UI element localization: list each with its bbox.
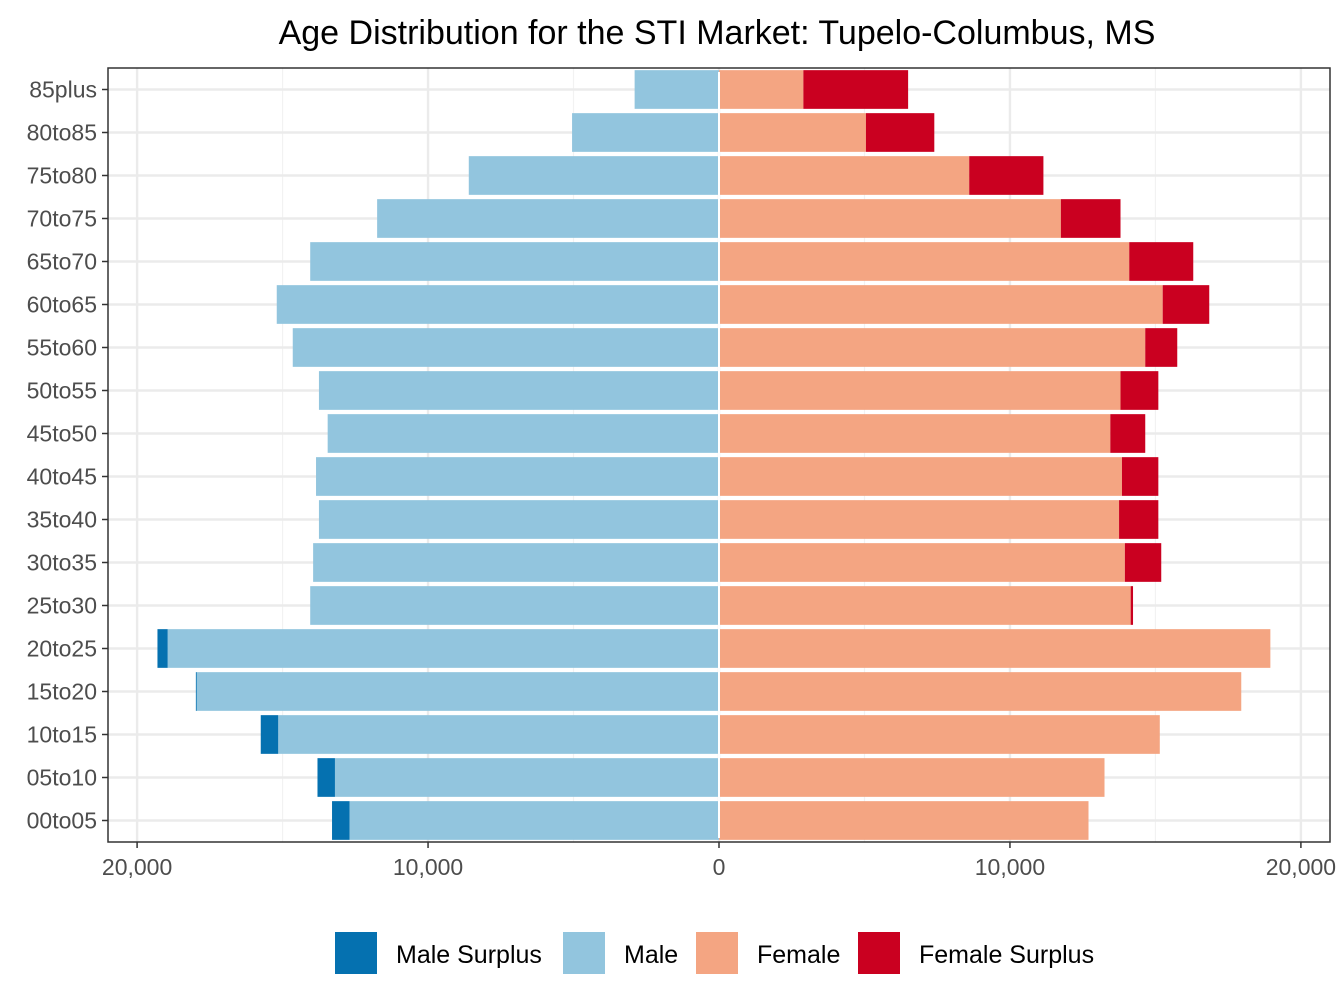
bar-female-60to65: [719, 285, 1163, 324]
bar-female-10to15: [719, 715, 1160, 754]
x-tick-label: 20,000: [102, 854, 172, 880]
bar-male-10to15: [278, 715, 719, 754]
bar-female-25to30: [719, 586, 1131, 625]
x-tick-label: 0: [713, 854, 726, 880]
bar-male-surplus-05to10: [317, 758, 335, 797]
bar-male-00to05: [349, 801, 719, 840]
y-axis: 00to05 05to10 10to15 15to20 20to25 25to30 30to…: [27, 77, 108, 834]
x-tick-label: 20,000: [1266, 854, 1336, 880]
legend-label-female: Female: [757, 941, 840, 969]
y-tick-label-75to80: 75to80: [27, 163, 97, 189]
bar-female-65to70: [719, 242, 1130, 281]
bar-female-surplus-65to70: [1129, 242, 1194, 281]
bar-female-surplus-85plus: [803, 70, 909, 109]
y-tick-label-85plus: 85plus: [29, 77, 97, 103]
bar-female-surplus-75to80: [969, 156, 1044, 195]
y-tick-label-40to45: 40to45: [27, 464, 97, 490]
bar-female-surplus-70to75: [1060, 199, 1121, 238]
y-tick-label-10to15: 10to15: [27, 722, 97, 748]
bar-male-05to10: [334, 758, 719, 797]
legend-key-male-surplus: [335, 932, 377, 974]
bar-male-25to30: [310, 586, 719, 625]
bar-female-surplus-45to50: [1110, 414, 1146, 453]
bar-male-20to25: [167, 629, 719, 668]
bar-female-surplus-40to45: [1121, 457, 1159, 496]
bar-male-85plus: [634, 70, 719, 109]
x-axis: 20,000 10,000 0 10,000 20,000: [102, 842, 1336, 880]
bar-male-80to85: [572, 113, 719, 152]
legend-label-female-surplus: Female Surplus: [919, 941, 1094, 969]
bar-male-surplus-00to05: [332, 801, 350, 840]
y-tick-label-55to60: 55to60: [27, 335, 97, 361]
bar-female-40to45: [719, 457, 1122, 496]
x-tick-label: 10,000: [393, 854, 463, 880]
bar-male-15to20: [196, 672, 719, 711]
bar-female-05to10: [719, 758, 1105, 797]
x-tick-label: 10,000: [975, 854, 1045, 880]
y-tick-label-00to05: 00to05: [27, 808, 97, 834]
bar-male-70to75: [377, 199, 719, 238]
bar-female-85plus: [719, 70, 804, 109]
bar-female-surplus-55to60: [1145, 328, 1178, 367]
y-tick-label-45to50: 45to50: [27, 421, 97, 447]
bar-female-surplus-30to35: [1124, 543, 1162, 582]
bar-male-35to40: [318, 500, 719, 539]
y-tick-label-15to20: 15to20: [27, 679, 97, 705]
bar-female-surplus-80to85: [865, 113, 935, 152]
y-tick-label-35to40: 35to40: [27, 507, 97, 533]
bar-female-55to60: [719, 328, 1146, 367]
bar-female-35to40: [719, 500, 1120, 539]
y-tick-label-20to25: 20to25: [27, 636, 97, 662]
y-tick-label-50to55: 50to55: [27, 378, 97, 404]
y-tick-label-25to30: 25to30: [27, 593, 97, 619]
bar-male-65to70: [310, 242, 719, 281]
legend-key-male: [563, 932, 605, 974]
bar-male-30to35: [313, 543, 719, 582]
y-tick-label-65to70: 65to70: [27, 249, 97, 275]
bar-male-55to60: [292, 328, 719, 367]
bar-male-60to65: [276, 285, 719, 324]
y-tick-label-05to10: 05to10: [27, 765, 97, 791]
bar-female-70to75: [719, 199, 1061, 238]
bar-male-surplus-10to15: [260, 715, 279, 754]
bar-male-40to45: [316, 457, 719, 496]
bar-female-75to80: [719, 156, 970, 195]
bars: [157, 70, 1271, 840]
bar-male-45to50: [327, 414, 719, 453]
bar-female-surplus-60to65: [1162, 285, 1210, 324]
bar-male-75to80: [468, 156, 719, 195]
legend-label-male-surplus: Male Surplus: [396, 941, 542, 969]
bar-female-00to05: [719, 801, 1089, 840]
chart-title: Age Distribution for the STI Market: Tup…: [279, 14, 1156, 52]
bar-female-surplus-50to55: [1120, 371, 1159, 410]
y-tick-label-30to35: 30to35: [27, 550, 97, 576]
y-tick-label-60to65: 60to65: [27, 292, 97, 318]
legend-key-female: [696, 932, 738, 974]
y-tick-label-80to85: 80to85: [27, 120, 97, 146]
bar-female-45to50: [719, 414, 1111, 453]
bar-female-20to25: [719, 629, 1271, 668]
bar-male-50to55: [318, 371, 719, 410]
bar-male-surplus-20to25: [157, 629, 168, 668]
bar-female-30to35: [719, 543, 1125, 582]
bar-female-80to85: [719, 113, 866, 152]
bar-female-15to20: [719, 672, 1242, 711]
bar-female-50to55: [719, 371, 1121, 410]
bar-male-surplus-15to20: [195, 672, 197, 711]
bar-female-surplus-35to40: [1119, 500, 1159, 539]
bar-female-surplus-25to30: [1130, 586, 1134, 625]
legend: Male Surplus Male Female Female Surplus: [335, 932, 1094, 974]
legend-label-male: Male: [624, 941, 678, 969]
y-tick-label-70to75: 70to75: [27, 206, 97, 232]
legend-key-female-surplus: [858, 932, 900, 974]
